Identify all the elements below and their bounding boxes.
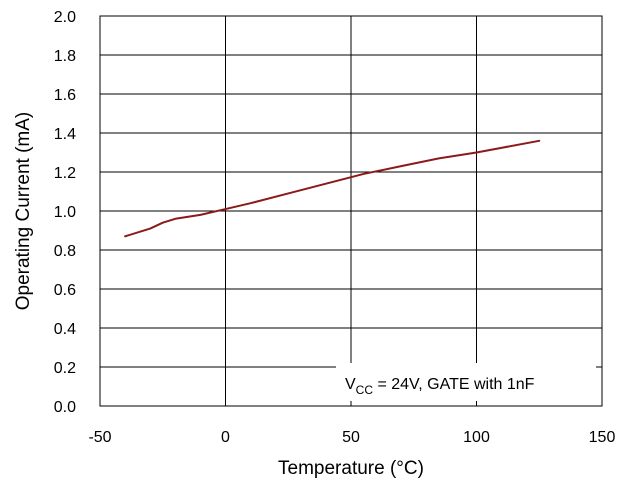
x-tick-label: 50 (342, 429, 360, 446)
series-layer (124, 139, 541, 238)
annotation-subscript: CC (356, 383, 374, 397)
annotation-box: VCC = 24V, GATE with 1nF (336, 363, 596, 401)
x-tick-label: 150 (589, 429, 616, 446)
y-tick-label: 1.0 (54, 204, 76, 221)
x-tick-label: 0 (221, 429, 230, 446)
y-axis-title: Operating Current (mA) (13, 112, 34, 311)
x-tick-label: 100 (463, 429, 490, 446)
y-tick-label: 1.8 (54, 48, 76, 65)
y-tick-label: 2.0 (54, 9, 76, 26)
y-tick-label: 0.8 (54, 243, 76, 260)
y-tick-label: 1.6 (54, 87, 76, 104)
series-line (124, 139, 541, 238)
y-tick-label: 1.2 (54, 165, 76, 182)
annotation-suffix: = 24V, GATE with 1nF (373, 376, 535, 393)
annotation-background (336, 363, 596, 401)
plot-frame (99, 15, 603, 407)
annotation-text: VCC = 24V, GATE with 1nF (345, 376, 535, 397)
y-tick-label: 0.4 (54, 321, 76, 338)
y-tick-label: 1.4 (54, 126, 76, 143)
y-tick-label: 0.6 (54, 282, 76, 299)
tick-labels: 0.0 0.2 0.4 0.6 0.8 1.0 1.2 1.4 1.6 1.8 2.0 -50 0 50 1… (54, 9, 616, 446)
annotation-prefix: V (345, 376, 356, 393)
y-tick-label: 0.2 (54, 360, 76, 377)
y-tick-label: 0.0 (54, 399, 76, 416)
x-axis-title: Temperature (°C) (278, 458, 424, 479)
x-tick-label: -50 (88, 429, 111, 446)
